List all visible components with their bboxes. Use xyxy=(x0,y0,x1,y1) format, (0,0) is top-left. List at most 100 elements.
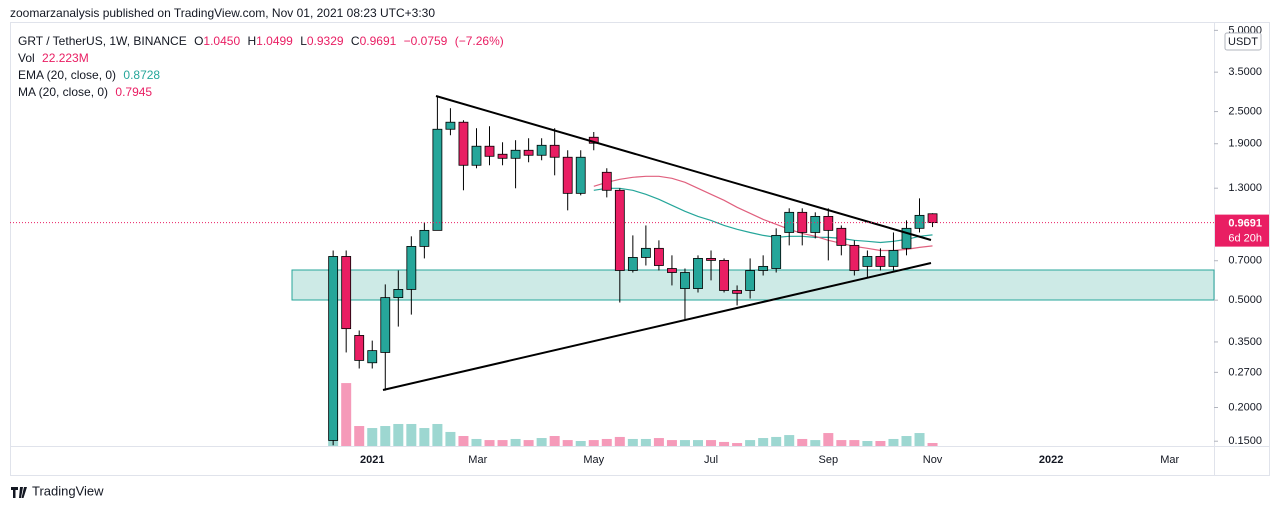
x-tick-label: Sep xyxy=(819,454,839,466)
volume-bar xyxy=(419,428,430,446)
volume-bar xyxy=(536,438,547,446)
volume-bar xyxy=(497,440,508,446)
volume-bar xyxy=(484,440,495,446)
candle-body xyxy=(745,270,756,291)
y-tick-label: 0.2000 xyxy=(1228,401,1262,413)
price-tag-value: 0.9691 xyxy=(1228,218,1262,230)
ma-value: 0.7945 xyxy=(115,85,152,99)
volume-bar xyxy=(458,436,469,446)
volume-bar xyxy=(432,423,443,446)
volume-bar xyxy=(823,433,834,446)
candle-body xyxy=(341,256,352,330)
legend-ma: MA (20, close, 0) 0.7945 xyxy=(18,85,152,99)
candle-body xyxy=(862,256,873,267)
candle-body xyxy=(875,256,886,267)
volume-bar xyxy=(653,438,664,446)
volume-bar xyxy=(719,441,730,446)
candle-body xyxy=(328,256,339,441)
volume-bar xyxy=(341,383,352,446)
candle-body xyxy=(562,156,573,194)
volume-bar xyxy=(549,436,560,446)
candle-body xyxy=(549,144,560,158)
y-tick-label: 1.3000 xyxy=(1228,182,1262,194)
trendline xyxy=(435,95,932,241)
volume-bar xyxy=(927,442,938,446)
volume-bar xyxy=(875,441,886,446)
volume-bar xyxy=(354,426,365,446)
trendline xyxy=(382,262,932,391)
volume-bar xyxy=(901,436,912,446)
candle-body xyxy=(523,149,534,156)
volume-bar xyxy=(849,440,860,446)
y-tick-label: 0.1500 xyxy=(1228,435,1262,447)
candle-body xyxy=(471,145,482,166)
candle-body xyxy=(601,171,612,191)
axes: 5.00003.50002.50001.90001.30000.70000.50… xyxy=(10,24,1269,466)
volume-value: 22.223M xyxy=(42,51,89,65)
volume-bar xyxy=(627,438,638,446)
y-tick-label: 0.5000 xyxy=(1228,294,1262,306)
x-tick-label: Mar xyxy=(468,454,487,466)
price-tag xyxy=(1215,214,1269,247)
open-value: 1.0450 xyxy=(203,34,240,48)
candle-body xyxy=(406,246,417,290)
y-tick-label: 1.9000 xyxy=(1228,138,1262,150)
ema-value: 0.8728 xyxy=(123,68,160,82)
y-tick-label: 0.7000 xyxy=(1228,255,1262,267)
volume-bar xyxy=(523,440,534,446)
volume-bar xyxy=(771,436,782,446)
currency-box xyxy=(1224,32,1262,51)
candle-body xyxy=(784,211,795,233)
candle-body xyxy=(354,335,365,361)
y-tick-label: 3.5000 xyxy=(1228,66,1262,78)
countdown: 6d 20h xyxy=(1228,233,1262,245)
ema-name: EMA (20, close, 0) xyxy=(18,68,116,82)
candle-body xyxy=(927,213,938,224)
candle-body xyxy=(445,121,456,130)
x-tick-label: 2022 xyxy=(1039,454,1063,466)
volume-bar xyxy=(575,441,586,446)
legend: GRT / TetherUS, 1W, BINANCE O1.0450 H1.0… xyxy=(18,34,504,99)
header: zoomarzanalysis published on TradingView… xyxy=(10,6,435,20)
candle-body xyxy=(719,259,729,291)
volume-bar xyxy=(679,440,690,446)
logo-mark xyxy=(11,487,27,498)
candle-body xyxy=(693,258,703,289)
x-tick-label: Jul xyxy=(704,454,718,466)
volume-bar xyxy=(797,438,808,446)
x-tick-label: May xyxy=(583,454,604,466)
volume-bar xyxy=(445,431,456,446)
high-value: 1.0499 xyxy=(256,34,293,48)
candle-body xyxy=(458,121,469,166)
symbol: GRT / TetherUS, 1W, BINANCE xyxy=(18,34,187,48)
volume-name: Vol xyxy=(18,51,35,65)
volume-bar xyxy=(810,440,821,446)
x-tick-label: Mar xyxy=(1160,454,1179,466)
volume-bar xyxy=(510,438,521,446)
candle-body xyxy=(536,144,547,156)
candle-body xyxy=(640,247,651,258)
frame xyxy=(10,22,1270,476)
volume-bar xyxy=(367,428,378,446)
indicator-lines xyxy=(593,175,933,252)
volume-bar xyxy=(784,435,795,446)
candle-body xyxy=(614,189,625,271)
candle-body xyxy=(758,265,769,271)
candle-body xyxy=(706,258,716,261)
y-tick-label: 2.5000 xyxy=(1228,105,1262,117)
candle-body xyxy=(901,227,912,249)
candle-body xyxy=(419,229,430,247)
volume-bar xyxy=(862,441,873,446)
candle-body xyxy=(367,350,378,364)
low-value: 0.9329 xyxy=(307,34,344,48)
volume-bar xyxy=(601,438,612,446)
volume-bar xyxy=(588,440,599,446)
prefix: O xyxy=(194,34,203,48)
candle-body xyxy=(654,247,664,266)
legend-ohlc: GRT / TetherUS, 1W, BINANCE O1.0450 H1.0… xyxy=(18,34,504,48)
candle-body xyxy=(914,214,925,229)
prefix: C xyxy=(351,34,360,48)
candle-body xyxy=(380,297,391,353)
prefix: L xyxy=(300,34,307,48)
